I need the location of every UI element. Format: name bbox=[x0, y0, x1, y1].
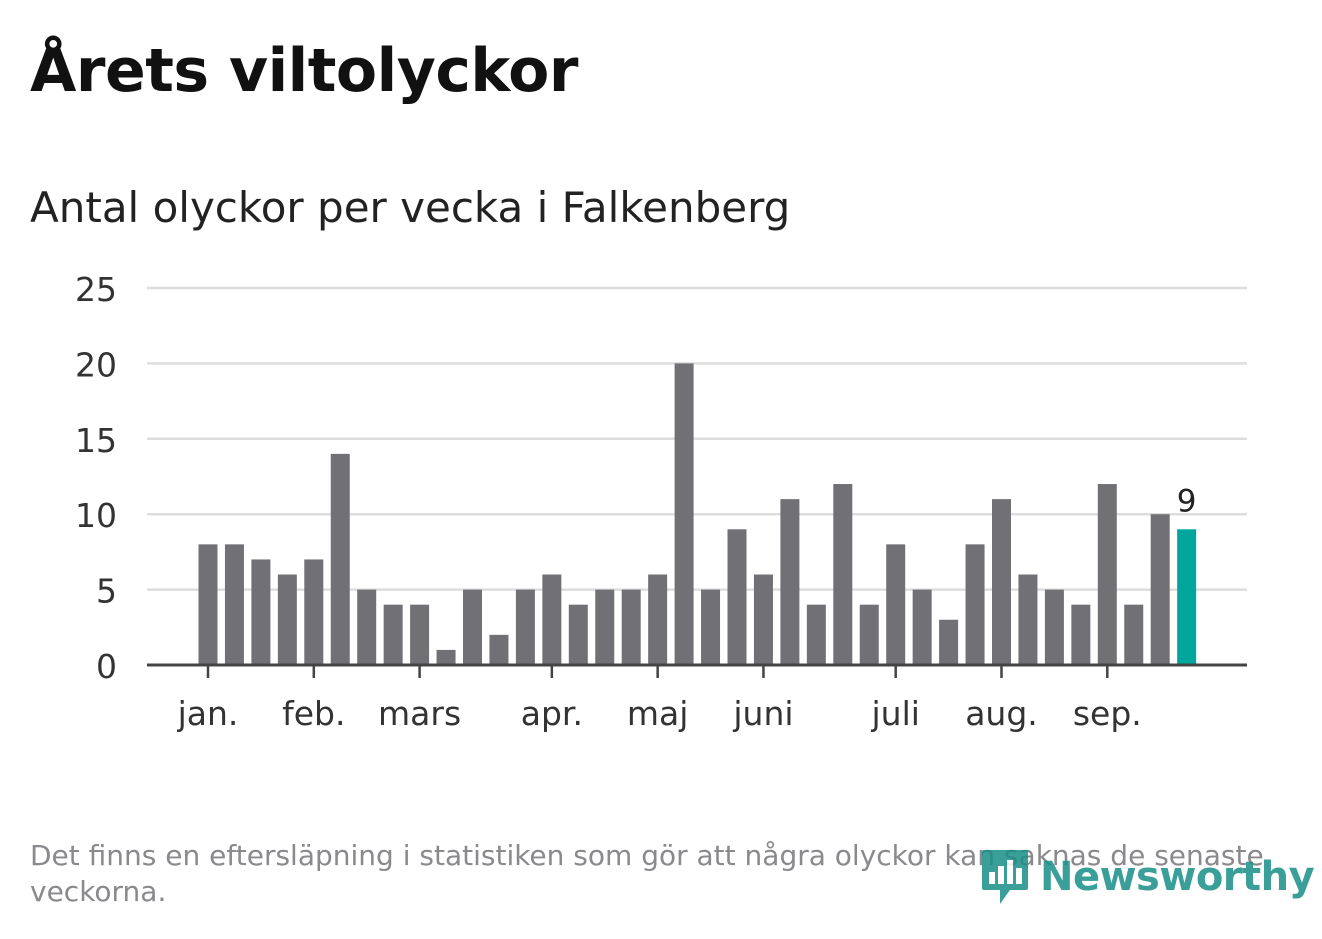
bar-week-15 bbox=[568, 604, 588, 665]
y-tick-label: 10 bbox=[75, 496, 117, 535]
bar-week-32 bbox=[1018, 574, 1038, 665]
x-tick-label: sep. bbox=[1073, 694, 1142, 733]
bar-week-20 bbox=[701, 589, 721, 665]
chart-subtitle: Antal olyckor per vecka i Falkenberg bbox=[30, 183, 791, 232]
bar-week-13 bbox=[515, 589, 535, 665]
x-tick-label: apr. bbox=[521, 694, 583, 733]
y-tick-label: 15 bbox=[75, 421, 117, 460]
bar-week-8 bbox=[383, 604, 403, 665]
bar-week-2 bbox=[224, 544, 244, 665]
x-tick-label: feb. bbox=[282, 694, 345, 733]
x-tick-label: juni bbox=[732, 694, 793, 733]
brand-name: Newsworthy bbox=[1040, 854, 1315, 900]
y-tick-label: 25 bbox=[75, 270, 117, 309]
bar-week-6 bbox=[330, 453, 350, 665]
bar-week-10 bbox=[436, 649, 456, 665]
x-tick-label: mars bbox=[378, 694, 461, 733]
bar-week-28 bbox=[912, 589, 932, 665]
bar-week-1 bbox=[198, 544, 218, 665]
x-tick-label: juli bbox=[870, 694, 919, 733]
bar-week-29 bbox=[939, 619, 959, 665]
grid-layer bbox=[147, 286, 1247, 591]
bar-week-18 bbox=[648, 574, 668, 665]
bar-week-35 bbox=[1097, 484, 1117, 665]
bar-week-36 bbox=[1124, 604, 1144, 665]
bar-week-25 bbox=[833, 484, 853, 665]
bar-week-4 bbox=[277, 574, 297, 665]
x-tick-label: maj bbox=[627, 694, 689, 733]
highlight-value-label: 9 bbox=[1177, 483, 1197, 519]
bar-week-37 bbox=[1150, 514, 1170, 665]
newsworthy-logo-icon bbox=[982, 850, 1028, 904]
bar-week-38 bbox=[1177, 529, 1197, 665]
bar-chart: 9 0 5 10 15 20 25 jan. feb. mars apr. maj juni juli a… bbox=[75, 270, 1247, 733]
bar-layer: 9 bbox=[198, 363, 1197, 665]
bar-week-23 bbox=[780, 499, 800, 665]
bar-week-19 bbox=[674, 363, 694, 665]
bar-week-31 bbox=[992, 499, 1011, 665]
bar-week-14 bbox=[542, 574, 562, 665]
bar-week-22 bbox=[753, 574, 773, 665]
bar-week-9 bbox=[410, 604, 430, 665]
bar-week-30 bbox=[965, 544, 985, 665]
bar-week-11 bbox=[463, 589, 482, 665]
bar-week-21 bbox=[727, 529, 747, 665]
x-tick-label: aug. bbox=[965, 694, 1038, 733]
x-tick-label: jan. bbox=[177, 694, 239, 733]
bar-week-26 bbox=[859, 604, 879, 665]
bar-week-3 bbox=[251, 559, 271, 665]
bar-week-12 bbox=[489, 634, 509, 665]
brand-logo: Newsworthy bbox=[980, 846, 1315, 908]
bar-week-17 bbox=[621, 589, 641, 665]
bar-week-5 bbox=[304, 559, 324, 665]
footnote: Det finns en eftersläpning i statistiken… bbox=[30, 839, 1264, 908]
bar-week-27 bbox=[886, 544, 906, 665]
chart-title: Årets viltolyckor bbox=[30, 36, 579, 106]
bar-week-34 bbox=[1071, 604, 1091, 665]
bar-week-33 bbox=[1044, 589, 1064, 665]
bar-week-24 bbox=[806, 604, 826, 665]
bar-week-7 bbox=[357, 589, 377, 665]
y-tick-label: 20 bbox=[75, 345, 117, 384]
y-tick-label: 5 bbox=[96, 572, 117, 611]
y-tick-label: 0 bbox=[96, 647, 117, 686]
bar-week-16 bbox=[595, 589, 615, 665]
axis-layer: 0 5 10 15 20 25 jan. feb. mars apr. maj juni juli aug… bbox=[75, 270, 1247, 733]
